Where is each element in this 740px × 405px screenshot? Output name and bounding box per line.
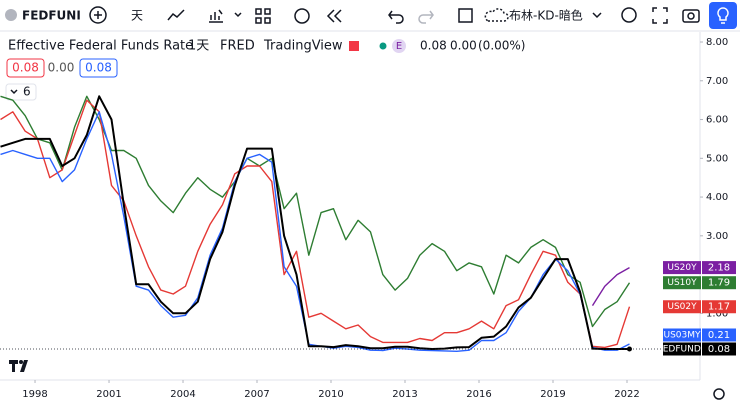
toolbar-bg <box>0 0 740 31</box>
x-tick-label: 2007 <box>244 389 269 400</box>
logo-part <box>20 360 28 372</box>
plot-area: 1.00 3.00 4.00 5.00 6.00 7.00 8.00 1998 2001 2004… <box>0 32 736 400</box>
last-value-label: 2.18 <box>708 263 730 274</box>
last-value-label: 1.79 <box>708 278 730 289</box>
object-tree[interactable] <box>458 8 473 23</box>
x-tick-label: 2004 <box>170 389 195 400</box>
legend-last: 0.08 <box>420 39 447 53</box>
x-tick-label: 2013 <box>392 389 417 400</box>
y-tick-label: 7.00 <box>706 76 728 87</box>
last-value-label: 0.08 <box>708 344 730 355</box>
chart-title: Effective Federal Funds Rate <box>8 39 193 54</box>
logo-part <box>9 360 18 372</box>
watermark-logo <box>9 360 28 372</box>
legend-change: 0.00 <box>450 39 477 53</box>
collapse-button[interactable] <box>5 83 37 101</box>
snapshot-lens <box>687 12 695 20</box>
badge: E <box>396 41 402 52</box>
badge-bg <box>392 39 406 53</box>
value-box <box>79 58 118 78</box>
series-line <box>0 99 631 349</box>
settings[interactable] <box>621 7 637 23</box>
legend-interval: 1天 <box>188 39 209 54</box>
x-tick-label: 2019 <box>540 389 565 400</box>
y-tick-label: 3.00 <box>706 231 728 242</box>
undo[interactable] <box>388 10 404 24</box>
symbol[interactable]: FEDFUNI <box>22 9 81 23</box>
redo[interactable] <box>418 10 434 24</box>
x-tick-label: 2010 <box>318 389 343 400</box>
indicator-template[interactable]: 布林-KD-暗色 <box>509 8 583 23</box>
add-symbol[interactable] <box>89 6 107 24</box>
y-tick-label: 6.00 <box>706 115 728 126</box>
interval[interactable]: 天 <box>131 9 143 23</box>
tag-name-bg <box>663 276 701 290</box>
x-tick-label: 2016 <box>466 389 491 400</box>
toolbar: FEDFUNI 天 布林-KD-暗色 <box>0 0 740 32</box>
y-tick-label: 4.00 <box>706 192 728 203</box>
snapshot[interactable] <box>682 9 700 23</box>
template-icon[interactable] <box>484 8 509 22</box>
legend-source: FRED <box>220 39 255 54</box>
tag-value-bg <box>702 276 736 290</box>
ideas-button[interactable] <box>709 2 737 29</box>
chart-type[interactable] <box>167 9 185 21</box>
alert[interactable] <box>294 8 310 24</box>
tag-name-bg <box>663 328 701 342</box>
flag-icon[interactable] <box>349 41 359 51</box>
tag-value-bg <box>702 328 736 342</box>
legend-label: US20Y <box>667 263 697 273</box>
ideas-icon <box>717 7 729 24</box>
legend-label: US10Y <box>667 278 697 288</box>
legend-label: US03MY <box>663 330 701 340</box>
axis-settings[interactable] <box>713 388 725 400</box>
template-menu[interactable] <box>592 12 602 19</box>
indicators-menu[interactable] <box>234 12 242 18</box>
tag-value-bg <box>702 342 736 356</box>
tag-name-bg <box>663 300 701 314</box>
symbol-icon[interactable] <box>5 9 17 21</box>
x-tick-label: 1998 <box>22 389 47 400</box>
series-line <box>591 266 630 306</box>
tag-name-bg <box>663 342 701 356</box>
x-tick-label: 2001 <box>96 389 121 400</box>
replay[interactable] <box>326 9 342 23</box>
tag-value-bg <box>702 300 736 314</box>
layouts[interactable] <box>255 8 271 24</box>
fullscreen[interactable] <box>652 7 668 24</box>
row2-value: 0.00 <box>48 61 75 75</box>
row2-value: 0.08 <box>85 61 112 75</box>
last-value-label: 0.21 <box>708 330 730 341</box>
legend-label: FEDFUNDS <box>658 344 707 354</box>
indicators[interactable] <box>209 9 223 23</box>
add-symbol-plus <box>94 11 102 19</box>
collapsed-count: 6 <box>23 85 31 99</box>
logo-part <box>19 360 23 364</box>
y-tick-label: 8.00 <box>706 37 728 48</box>
legend-label: US02Y <box>667 302 697 312</box>
tag-name-bg <box>663 261 701 275</box>
series-line <box>0 95 630 350</box>
row2-value: 0.08 <box>12 61 39 75</box>
last-point <box>626 346 632 352</box>
legend-header: Effective Federal Funds Rate 1天 FRED Tra… <box>5 39 525 101</box>
y-tick-label: 1.00 <box>706 308 728 319</box>
x-tick-label: 2022 <box>614 389 639 400</box>
tag-value-bg <box>702 261 736 275</box>
legend-provider: TradingView <box>263 39 343 54</box>
y-tick-label: 5.00 <box>706 153 728 164</box>
market-dot <box>379 42 387 50</box>
last-value-label: 1.17 <box>708 302 730 313</box>
collapse-arrow <box>10 89 18 95</box>
legend-change-pct: (0.00%) <box>478 39 525 53</box>
value-box <box>6 58 45 78</box>
